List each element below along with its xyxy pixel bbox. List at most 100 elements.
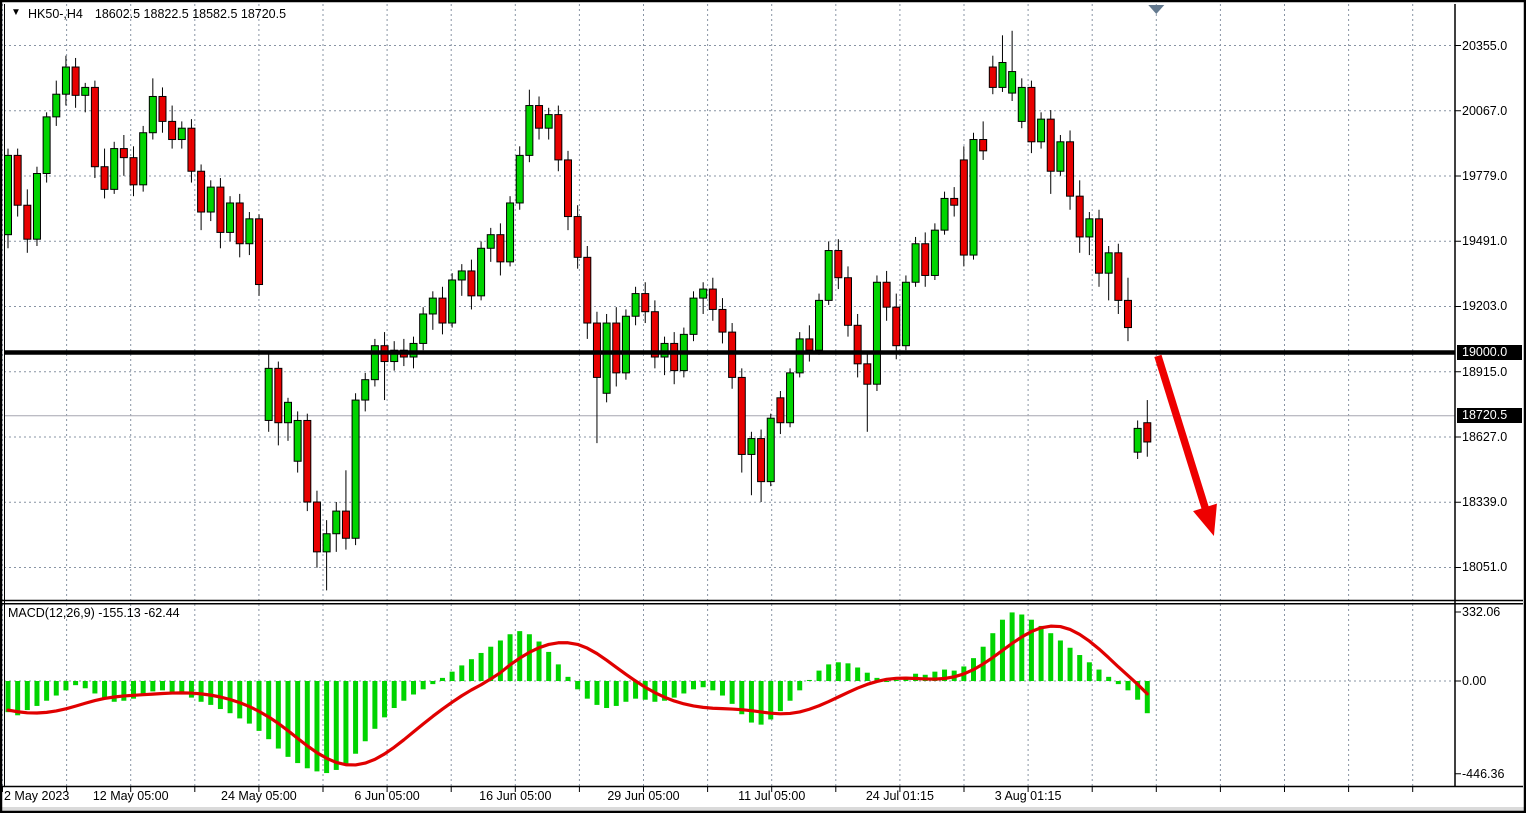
macd-bar [1028,619,1034,681]
candle [496,223,505,276]
macd-bar [430,681,436,685]
candle [370,338,379,387]
macd-bar [633,681,639,699]
price-tick-label: 18627.0 [1462,429,1508,444]
candle [660,336,669,376]
vertical-grid-lines [2,4,1414,786]
macd-bar [488,646,494,681]
price-tick-label: 19203.0 [1462,299,1508,314]
ohlc-values-label: 18602.5 18822.5 18582.5 18720.5 [94,7,287,21]
candle [699,282,708,314]
macd-bar [1144,681,1150,714]
candle [1095,209,1104,287]
date-tick-label: 12 May 05:00 [92,789,169,803]
symbol-dropdown-icon[interactable]: ▼ [11,7,21,18]
macd-bar [575,681,581,690]
candle [921,232,930,287]
price-tick-label: 20067.0 [1462,103,1508,118]
macd-bar [439,677,445,681]
macd-bar [497,640,503,681]
candle [670,332,679,385]
candle [32,166,41,247]
macd-bar [584,681,590,699]
candle [361,372,370,412]
macd-bar [1115,681,1121,685]
candle [573,205,582,269]
candle [110,141,119,194]
candle [1114,243,1123,314]
macd-bar [1067,647,1073,681]
macd-bar [266,681,272,740]
macd-bar [1048,633,1054,681]
macd-bar [555,664,561,681]
date-tick-label: 11 Jul 05:00 [738,789,806,803]
candle [351,393,360,546]
candle [23,189,32,253]
macd-signal-line [6,624,1149,767]
macd-bar [382,681,388,718]
macd-bar [884,681,890,683]
macd-bar [304,681,310,769]
macd-bar [768,681,774,720]
macd-bar [92,681,98,694]
macd-bar [797,681,803,691]
candle [216,178,225,249]
candle [81,82,90,113]
macd-tick-label: 332.06 [1462,604,1501,619]
macd-bar [227,681,233,714]
macd-bar [391,681,397,709]
macd-bar [942,669,948,681]
macd-bar [710,681,716,691]
candle [322,520,331,591]
trend-arrow[interactable] [1154,354,1217,537]
candle [930,223,939,280]
macd-bar [536,641,542,681]
candle [341,470,350,550]
macd-bar [517,631,523,681]
macd-bar [63,681,69,691]
macd-bar [604,681,610,709]
symbol-period-label: HK50-,H4 [28,7,83,21]
macd-bar [459,665,465,681]
candle [1133,420,1142,459]
date-tick-label: 29 Jun 05:00 [607,789,680,803]
candle [786,368,795,428]
macd-bar [835,662,841,681]
macd-bar [169,681,175,693]
candle [911,236,920,287]
candle [390,341,399,371]
candle [1104,246,1113,301]
macd-bar [314,681,320,772]
price-tick-label: 19779.0 [1462,168,1508,183]
macd-bar [855,667,861,681]
macd-bar [864,672,870,681]
macd-bar [671,681,677,698]
macd-bar [34,681,40,706]
macd-bar [845,663,851,681]
macd-bar [217,681,223,710]
macd-bar [1077,655,1083,681]
candle [332,502,341,552]
date-tick-label: 16 Jun 05:00 [479,789,552,803]
macd-bar [420,681,426,690]
candle [612,307,621,387]
macd-bar [140,681,146,696]
macd-bar [150,681,156,692]
candle [1027,80,1036,154]
candle [689,291,698,342]
candle [274,361,283,446]
macd-bar [507,634,513,681]
price-axis-ticks [1455,45,1461,775]
candle [795,332,804,378]
macd-bar [82,681,88,689]
macd-bar [324,681,330,774]
macd-bar [285,681,291,757]
macd-bar [15,681,21,716]
candle [892,293,901,360]
candle [940,191,949,235]
candle [602,313,611,403]
chart-shift-marker[interactable] [1148,5,1165,14]
candle [235,193,244,258]
